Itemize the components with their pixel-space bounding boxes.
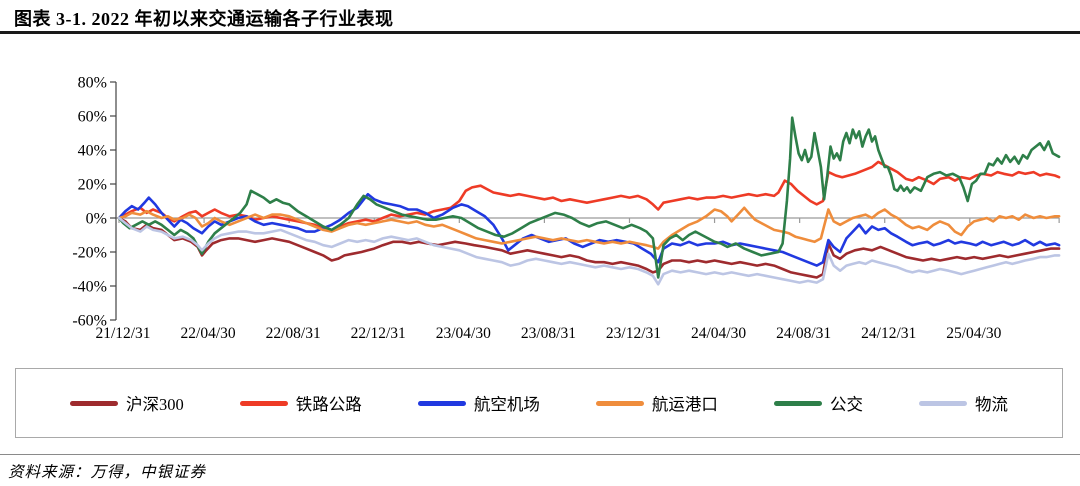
series-line-物流 [117, 216, 1061, 286]
y-tick-label: 80% [78, 75, 107, 92]
legend-label: 铁路公路 [295, 395, 362, 414]
chart-legend: 沪深300 铁路公路 航空机场 航运港口 公交 物流 [15, 368, 1063, 438]
y-tick-label: -20% [72, 245, 107, 262]
legend-swatch [918, 400, 967, 406]
legend-item: 物流 [918, 391, 1008, 415]
x-tick-label: 22/04/30 [181, 325, 236, 342]
x-tick-label: 23/08/31 [521, 325, 576, 342]
legend-label: 物流 [974, 395, 1008, 414]
y-tick-label: 40% [78, 143, 107, 160]
legend-swatch [417, 400, 466, 406]
legend-item: 沪深300 [70, 391, 184, 415]
legend-item: 航运港口 [595, 391, 718, 415]
x-tick-label: 23/12/31 [606, 325, 661, 342]
legend-item: 航空机场 [417, 391, 540, 415]
x-tick-label: 24/04/30 [691, 325, 746, 342]
x-tick-label: 24/08/31 [776, 325, 831, 342]
x-tick-label: 24/12/31 [861, 325, 916, 342]
legend-label: 航运港口 [651, 395, 718, 414]
line-chart: 80% 60% 40% 20% 0% -20% -40% -60%21/12/31 22/04/… [72, 75, 1061, 342]
legend-label: 航空机场 [473, 395, 540, 414]
legend-swatch [239, 400, 288, 406]
legend-item: 铁路公路 [239, 391, 362, 415]
series-line-航空机场 [117, 192, 1061, 267]
legend-swatch [773, 400, 822, 406]
x-tick-label: 25/04/30 [946, 325, 1001, 342]
source-rule [0, 454, 1080, 455]
y-tick-label: -60% [72, 313, 107, 330]
legend-swatch [70, 400, 118, 406]
y-tick-label: 20% [78, 177, 107, 194]
figure-title: 图表 3-1. 2022 年初以来交通运输各子行业表现 [14, 9, 394, 29]
x-tick-label: 22/08/31 [266, 325, 321, 342]
y-tick-label: 60% [78, 109, 107, 126]
y-tick-label: -40% [72, 279, 107, 296]
title-rule [0, 31, 1080, 34]
legend-item: 公交 [773, 391, 863, 415]
x-tick-label: 21/12/31 [95, 325, 150, 342]
x-tick-label: 23/04/30 [436, 325, 491, 342]
legend-swatch [595, 400, 644, 406]
legend-label: 沪深300 [126, 395, 184, 414]
series-line-公交 [117, 116, 1061, 279]
series-line-沪深300 [117, 216, 1061, 279]
legend-label: 公交 [829, 395, 863, 414]
series-line-航运港口 [117, 206, 1061, 250]
source-note: 资料来源：万得，中银证券 [8, 464, 207, 481]
x-tick-label: 22/12/31 [351, 325, 406, 342]
y-tick-label: 0% [86, 211, 107, 228]
